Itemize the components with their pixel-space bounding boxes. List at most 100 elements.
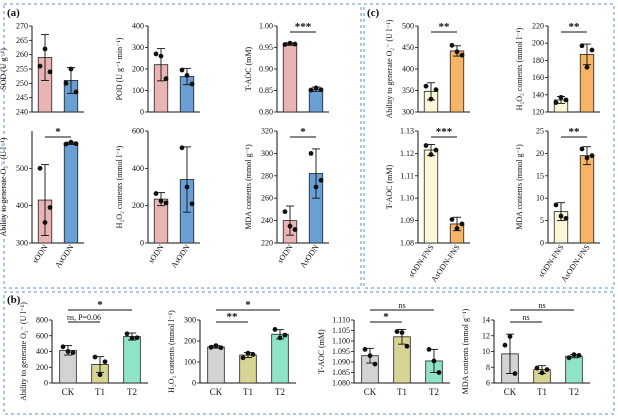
x-tick-label: T2 [569, 387, 579, 397]
y-tick-label: 1.100 [332, 337, 350, 346]
x-tick-label: CK [364, 387, 377, 397]
y-tick-label: 1.080 [332, 379, 350, 388]
y-axis-label: Ability to generate O₂⁻ (U l⁻¹) [0, 137, 8, 236]
x-tick-label: T1 [243, 387, 253, 397]
data-point [245, 350, 251, 356]
data-point [423, 143, 429, 148]
x-tick-label: AsODN [298, 243, 321, 270]
y-tick-label: 12 [482, 331, 490, 340]
y-tick-label: 240 [16, 108, 28, 117]
y-tick-label: 400 [36, 347, 48, 356]
bar-sODN [282, 43, 298, 113]
data-point [287, 40, 293, 46]
comparison-label: * [97, 299, 103, 311]
y-tick-label: 6 [486, 379, 490, 388]
y-axis-label: Ability to generate O₂⁻ (U l⁻¹) [385, 19, 394, 118]
data-point [423, 83, 429, 89]
y-tick-label: 15 [536, 171, 544, 180]
y-tick-label: 400 [132, 164, 144, 173]
data-point [459, 221, 465, 227]
y-tick-label: 180 [532, 56, 544, 65]
panel-label-a: (a) [7, 7, 20, 19]
y-tick-label: 265 [16, 36, 28, 45]
data-point [558, 213, 564, 219]
data-point [47, 69, 53, 75]
comparison-label: ** [227, 311, 239, 323]
y-tick-label: 600 [36, 331, 48, 340]
x-tick-label: CK [210, 387, 223, 397]
bar-CK [207, 346, 225, 384]
data-point [584, 64, 590, 70]
y-tick-label: 0.90 [259, 65, 273, 74]
data-point [134, 335, 140, 341]
y-tick-label: 300 [132, 43, 144, 52]
data-point [184, 73, 190, 78]
data-point [70, 350, 76, 356]
y-tick-label: 10 [482, 347, 490, 356]
data-point [42, 46, 48, 52]
data-point [153, 191, 159, 196]
data-point [184, 184, 190, 190]
data-point [63, 141, 69, 147]
data-point [563, 97, 569, 103]
chart-a1: 240 245 250 255 260 265 270 SOD (U g⁻¹) [0, 22, 84, 117]
bar-AsODN-FNS [579, 155, 595, 244]
data-point [459, 52, 465, 58]
y-tick-label: 1.12 [400, 149, 414, 158]
chart-c4: 0 5 10 15 20 25 MDA contents (mmol g⁻¹) sODN-FN… [515, 126, 600, 284]
y-tick-label: 240 [261, 216, 273, 225]
data-point [208, 344, 214, 350]
significance-label: ** [439, 21, 451, 33]
y-axis-label: T-AOC (mM) [385, 164, 394, 209]
data-point [431, 358, 437, 364]
y-tick-label: 1.090 [332, 358, 350, 367]
chart-a3: 0.80 0.85 0.90 0.95 1.00 T-AOC (mM) *** [244, 21, 329, 117]
data-point [213, 343, 219, 349]
data-point [92, 354, 98, 360]
x-tick-label: CK [504, 387, 517, 397]
data-point [534, 365, 540, 371]
bar-AsODN [308, 88, 324, 113]
y-tick-label: 220 [532, 22, 544, 31]
data-point [282, 42, 288, 47]
comparison-label: ns, P=0.06 [67, 313, 101, 322]
data-point [250, 352, 256, 357]
y-tick-label: 260 [261, 194, 273, 203]
chart-c2: 120 140 160 180 200 220 H₂O₂ contents (mmol l⁻… [515, 21, 600, 117]
data-point [433, 147, 439, 153]
data-point [367, 353, 373, 359]
significance-label: ** [569, 126, 581, 138]
chart-a5: 0 200 400 600 H₂O₂ contents (mmol l⁻¹) sODN As… [115, 127, 200, 270]
y-tick-label: 260 [16, 50, 28, 59]
data-point [129, 335, 135, 341]
data-point [158, 198, 164, 204]
data-point [372, 361, 378, 367]
data-point [449, 217, 455, 222]
data-point [37, 165, 43, 171]
y-tick-label: 0.85 [259, 86, 273, 95]
data-point [428, 96, 434, 102]
significance-label: *** [295, 21, 312, 33]
chart-a6: 220 240 260 280 300 320 MDA contents (mmol g⁻¹… [244, 126, 329, 270]
y-axis-label: T-AOC (mM) [317, 329, 326, 374]
x-tick-label: T1 [95, 387, 105, 397]
y-tick-label: 0 [540, 239, 544, 248]
bar-T2 [565, 355, 583, 384]
y-tick-label: 1.09 [400, 216, 414, 225]
data-point [433, 87, 439, 93]
y-tick-label: 300 [184, 316, 196, 325]
panel-label-b: (b) [7, 294, 21, 306]
y-tick-label: 400 [132, 22, 144, 31]
data-point [563, 215, 569, 221]
data-point [218, 345, 224, 351]
data-point [308, 151, 314, 156]
data-point [153, 51, 159, 57]
y-tick-label: 600 [132, 127, 144, 136]
y-tick-label: 100 [184, 358, 196, 367]
data-point [576, 353, 582, 358]
data-point [158, 53, 164, 59]
y-tick-label: 0 [140, 108, 144, 117]
data-point [179, 67, 185, 73]
chart-c3: 1.08 1.09 1.10 1.11 1.12 1.13 T-AOC (mM) sODN-F… [385, 126, 470, 284]
